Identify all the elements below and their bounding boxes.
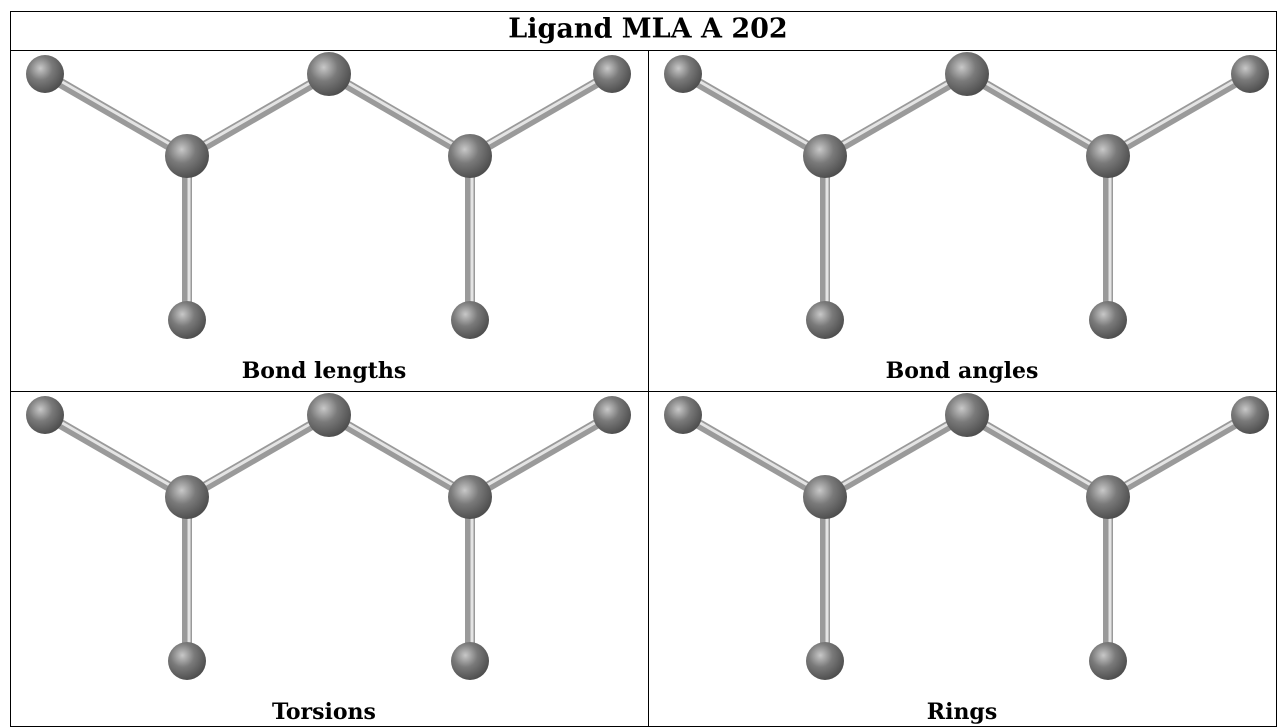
molecule-image	[26, 52, 631, 339]
molecule-image	[26, 393, 631, 680]
panel-label: Bond lengths	[242, 358, 407, 384]
panel-label: Rings	[927, 699, 997, 725]
panel-label: Bond angles	[886, 358, 1039, 384]
molecule-image	[664, 393, 1269, 680]
molecule-image	[664, 52, 1269, 339]
outer-border	[11, 12, 1277, 727]
panel-label: Torsions	[272, 699, 376, 725]
page: Ligand MLA A 202 Bond lengths Bond angle…	[0, 0, 1277, 727]
title: Ligand MLA A 202	[508, 14, 787, 45]
figure: Ligand MLA A 202 Bond lengths Bond angle…	[0, 0, 1277, 727]
